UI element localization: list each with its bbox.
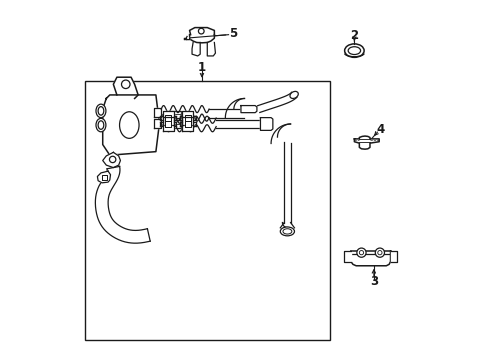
Polygon shape <box>154 119 161 127</box>
Polygon shape <box>166 111 181 118</box>
Text: 1: 1 <box>198 61 205 74</box>
Polygon shape <box>163 111 173 125</box>
Polygon shape <box>165 121 171 127</box>
Ellipse shape <box>280 227 294 236</box>
Polygon shape <box>102 95 159 155</box>
Polygon shape <box>185 36 189 40</box>
Polygon shape <box>102 175 107 180</box>
Ellipse shape <box>347 47 360 54</box>
Text: 4: 4 <box>375 123 384 136</box>
Polygon shape <box>192 42 200 56</box>
Polygon shape <box>390 251 396 261</box>
Polygon shape <box>97 171 110 183</box>
Text: 3: 3 <box>369 275 377 288</box>
Polygon shape <box>182 111 193 125</box>
Polygon shape <box>113 77 138 99</box>
Polygon shape <box>182 117 193 131</box>
Polygon shape <box>102 152 120 168</box>
Polygon shape <box>165 115 171 121</box>
Polygon shape <box>154 108 161 117</box>
Polygon shape <box>166 120 181 128</box>
Ellipse shape <box>344 44 364 57</box>
Polygon shape <box>207 42 215 56</box>
Polygon shape <box>184 121 190 127</box>
Ellipse shape <box>96 104 106 118</box>
Circle shape <box>356 248 366 257</box>
Polygon shape <box>354 136 378 149</box>
Text: 2: 2 <box>349 29 358 42</box>
Bar <box>85 81 329 339</box>
Polygon shape <box>184 115 190 121</box>
Polygon shape <box>189 28 214 35</box>
Circle shape <box>374 248 384 257</box>
Polygon shape <box>95 166 150 243</box>
Ellipse shape <box>289 91 298 99</box>
Polygon shape <box>260 118 272 130</box>
Polygon shape <box>350 251 390 266</box>
Polygon shape <box>163 117 173 131</box>
Polygon shape <box>189 35 214 43</box>
Polygon shape <box>241 105 256 113</box>
Ellipse shape <box>96 118 106 132</box>
Polygon shape <box>344 251 350 261</box>
Text: 5: 5 <box>228 27 237 40</box>
